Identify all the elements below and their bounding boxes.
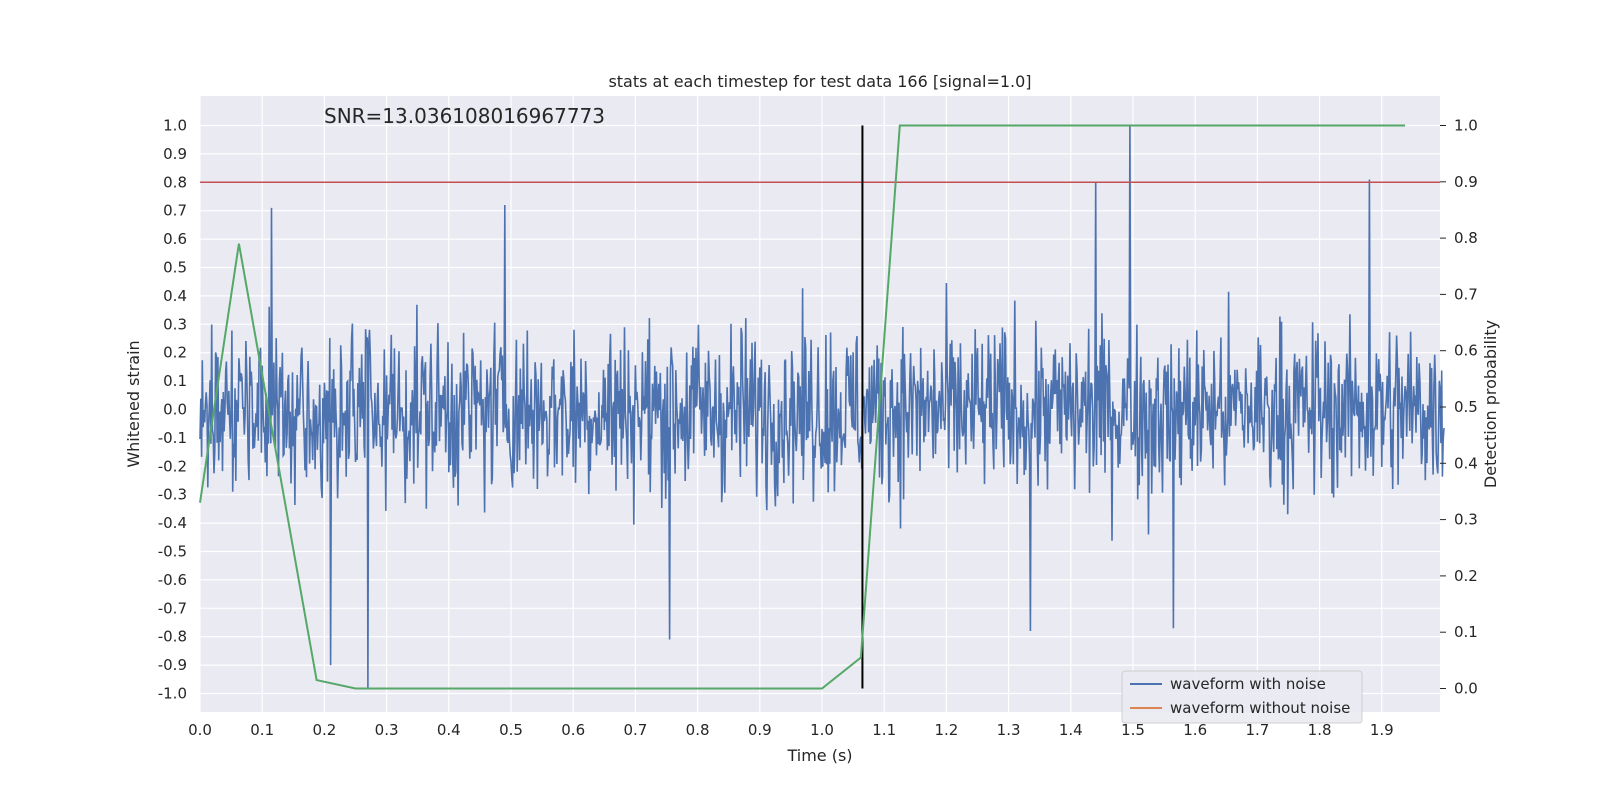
detection-probability-series: [199, 124, 1406, 690]
y-ticks-left: 1.0 0.9 0.8 0.7 0.6 0.5 0.4 0.3 0.2 0.1 0.0 -0.1 -0.…: [158, 117, 187, 703]
x-tick-label: 0.1: [250, 721, 274, 739]
x-tick-label: 0.2: [312, 721, 336, 739]
y-tick-label-right: 0.5: [1454, 398, 1478, 416]
y-tick-label-left: 0.7: [163, 202, 187, 220]
x-tick-label: 1.8: [1308, 721, 1332, 739]
x-tick-label: 0.9: [748, 721, 772, 739]
y-tick-label-left: 0.6: [163, 230, 187, 248]
y-tick-label-left: -0.8: [158, 628, 187, 646]
y-tick-label-left: -0.5: [158, 543, 187, 561]
x-tick-label: 1.4: [1059, 721, 1083, 739]
legend-box: [1121, 670, 1363, 724]
y-tick-label-left: -0.3: [158, 486, 187, 504]
x-tick-label: 0.5: [499, 721, 523, 739]
y-ticks-right: 1.0 0.9 0.8 0.7 0.6 0.5 0.4 0.3 0.2 0.1 0.0: [1440, 117, 1478, 698]
x-tick-label: 1.9: [1370, 721, 1394, 739]
y-tick-label-right: 0.2: [1454, 567, 1478, 585]
y-tick-label-right: 0.3: [1454, 511, 1478, 529]
y-tick-label-left: 0.9: [163, 145, 187, 163]
y-tick-label-left: 1.0: [163, 117, 187, 135]
x-tick-label: 1.7: [1245, 721, 1269, 739]
y-tick-label-left: -0.1: [158, 429, 187, 447]
x-tick-label: 1.3: [997, 721, 1021, 739]
x-tick-label: 0.8: [686, 721, 710, 739]
x-tick-label: 1.1: [872, 721, 896, 739]
y-tick-label-left: 0.2: [163, 344, 187, 362]
y-tick-label-right: 0.7: [1454, 285, 1478, 303]
y-tick-label-right: 0.1: [1454, 623, 1478, 641]
y-tick-label-right: 0.0: [1454, 680, 1478, 698]
legend-label-clean: waveform without noise: [1170, 699, 1350, 717]
detection-probability-line: [199, 124, 1406, 690]
x-tick-label: 1.6: [1183, 721, 1207, 739]
y-tick-label-right: 0.6: [1454, 342, 1478, 360]
x-tick-label: 0.6: [561, 721, 585, 739]
y-tick-label-left: 0.5: [163, 259, 187, 277]
x-ticks: 0.0 0.1 0.2 0.3 0.4 0.5 0.6 0.7 0.8 0.9 1.0 1.1 1.2 1…: [188, 721, 1394, 739]
waveform-with-noise-series: [199, 125, 1445, 688]
chart-title: stats at each timestep for test data 166…: [608, 72, 1031, 91]
y-axis-label-left: Whitened strain: [124, 340, 143, 467]
y-tick-label-left: -0.4: [158, 514, 187, 532]
x-axis-label: Time (s): [786, 746, 852, 765]
y-tick-label-left: -1.0: [158, 685, 187, 703]
y-tick-label-left: 0.4: [163, 287, 187, 305]
y-tick-label-left: 0.0: [163, 401, 187, 419]
x-tick-label: 0.4: [437, 721, 461, 739]
noise-line: [199, 125, 1445, 688]
y-tick-label-left: -0.6: [158, 571, 187, 589]
x-tick-label: 1.5: [1121, 721, 1145, 739]
y-tick-label-right: 0.4: [1454, 454, 1478, 472]
x-tick-label: 0.7: [623, 721, 647, 739]
x-tick-label: 1.0: [810, 721, 834, 739]
y-tick-label-right: 0.8: [1454, 229, 1478, 247]
legend: waveform with noise waveform without noi…: [1121, 670, 1363, 724]
y-tick-label-right: 0.9: [1454, 173, 1478, 191]
y-tick-label-right: 1.0: [1454, 117, 1478, 135]
y-tick-label-left: 0.8: [163, 173, 187, 191]
y-tick-label-left: -0.9: [158, 656, 187, 674]
x-tick-label: 0.0: [188, 721, 212, 739]
y-tick-label-left: -0.7: [158, 599, 187, 617]
y-tick-label-left: -0.2: [158, 457, 187, 475]
y-tick-label-left: 0.1: [163, 372, 187, 390]
y-axis-label-right: Detection probability: [1481, 320, 1500, 488]
legend-label-noise: waveform with noise: [1170, 675, 1326, 693]
snr-annotation: SNR=13.036108016967773: [324, 104, 605, 128]
y-tick-label-left: 0.3: [163, 315, 187, 333]
x-tick-label: 1.2: [934, 721, 958, 739]
x-tick-label: 0.3: [375, 721, 399, 739]
